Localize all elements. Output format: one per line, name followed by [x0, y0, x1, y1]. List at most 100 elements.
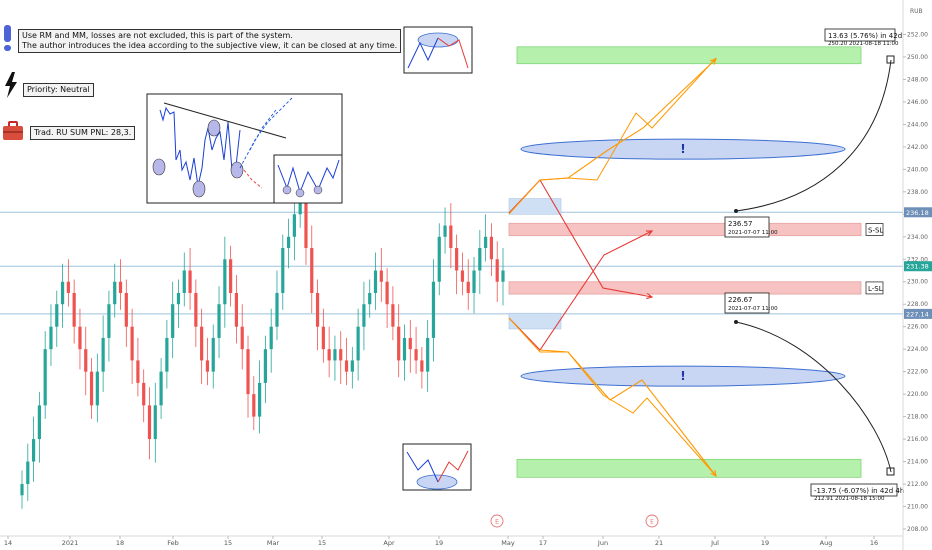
- candle-body: [130, 326, 134, 361]
- mini-pattern-bottom: [402, 443, 472, 491]
- candles-layer: [20, 185, 505, 509]
- candle-body: [194, 292, 198, 327]
- measure-up-label-box: [824, 28, 896, 42]
- candle-body: [408, 337, 412, 350]
- candle-body: [286, 236, 291, 249]
- candle-body: [426, 337, 430, 372]
- candle-body: [217, 304, 221, 338]
- price-tick-label: 230.00: [907, 279, 928, 286]
- candle-body: [489, 236, 494, 260]
- time-tick-label: 16: [870, 539, 878, 547]
- candle-body: [472, 270, 476, 293]
- price-tick-label: 248.00: [907, 76, 928, 83]
- candle-body: [55, 304, 59, 327]
- price-tick-label: 244.00: [907, 121, 928, 128]
- candle-body: [269, 326, 273, 350]
- candle-body: [339, 349, 343, 361]
- zone-label-short-sl: S-SL: [868, 226, 883, 234]
- mini-pattern-top-red-path: [437, 37, 469, 69]
- price-tick-label: 252.00: [907, 31, 928, 38]
- measure-down-label-line: -13.75 (-6.07%) in 42d 4h: [814, 487, 904, 495]
- path-short-red-arrowhead: [646, 293, 654, 300]
- candle-body: [118, 281, 123, 293]
- candle-body: [420, 360, 424, 372]
- candle-body: [43, 349, 47, 406]
- time-tick-label: 2021: [62, 539, 79, 547]
- candle-body: [466, 281, 470, 293]
- candle-body: [431, 281, 436, 338]
- candle-body: [234, 292, 239, 327]
- candle-body: [304, 203, 308, 249]
- inset-small-path: [277, 159, 340, 194]
- time-tick-label: 21: [655, 539, 663, 547]
- lightning-icon: [4, 72, 18, 102]
- candle-body: [49, 326, 53, 350]
- candle-body: [72, 292, 76, 327]
- long-entry-box: [508, 312, 562, 330]
- candle-body: [188, 270, 192, 293]
- inset-small-frame: [273, 154, 343, 204]
- path-short-red: [508, 179, 653, 298]
- price-label-box: [904, 308, 932, 319]
- price-tick-label: 228.00: [907, 301, 928, 308]
- mini-pattern-bottom-red-path: [437, 450, 469, 483]
- price-tick-label: 222.00: [907, 369, 928, 376]
- candle-body: [362, 304, 366, 327]
- measure-end-marker: [886, 55, 895, 64]
- zone-label-long-sl: L-SL: [868, 285, 883, 293]
- candle-body: [147, 405, 152, 440]
- time-axis[interactable]: 14 2021 18 Feb 15 Mar 15 Apr 19 May 17 Jun 21 Jul 19 Au…: [0, 514, 903, 547]
- inset-pivot-marker: [192, 180, 206, 198]
- candle-body: [495, 259, 499, 282]
- zone-target-up: [516, 46, 862, 65]
- candle-body: [89, 371, 94, 406]
- zone-label-box: [865, 281, 884, 295]
- path-down-orange-alt: [508, 317, 717, 477]
- candle-body: [229, 259, 233, 293]
- exclamation-icon: [4, 25, 12, 53]
- candle-body: [78, 326, 82, 350]
- price-tick-label: 234.00: [907, 234, 928, 241]
- candle-body: [95, 371, 99, 406]
- candle-body: [258, 382, 262, 417]
- price-label-box: [904, 207, 932, 218]
- candle-body: [373, 270, 378, 293]
- candle-body: [211, 337, 215, 372]
- candle-body: [460, 270, 465, 282]
- candle-body: [205, 360, 210, 372]
- candle-body: [246, 349, 250, 395]
- price-axis[interactable]: RUB 252.00 250.00 248.00 246.00 244.00 242.00 2…: [902, 0, 932, 550]
- point-label-upper-line: 236.57: [728, 220, 753, 228]
- measure-up-label-line: 13.63 (5.76%) in 42d: [828, 32, 902, 40]
- candle-body: [136, 360, 140, 383]
- zone-label-box: [865, 223, 884, 236]
- price-tick-label: 218.00: [907, 414, 928, 421]
- price-tick-label: 232.00: [907, 256, 928, 263]
- mini-pattern-bottom-blue-path: [406, 451, 439, 483]
- candle-body: [223, 259, 227, 305]
- candle-body: [113, 281, 117, 305]
- candle-body: [344, 360, 349, 372]
- candle-body: [26, 461, 30, 485]
- zone-target-down: [516, 458, 862, 478]
- inset-small-pivot: [313, 185, 323, 195]
- pnl-note: Trad. RU SUM PNL: 28,3.: [30, 126, 136, 140]
- candle-body: [455, 248, 459, 271]
- pattern-inset: [146, 93, 343, 204]
- candle-body: [171, 304, 175, 338]
- zones-layer: S-SL L-SL: [508, 46, 884, 478]
- candle-body: [101, 337, 105, 372]
- time-tick-label: 14: [4, 539, 12, 547]
- measure-end-marker: [886, 467, 895, 476]
- candle-body: [368, 292, 372, 305]
- earnings-marker-label: E: [495, 519, 499, 526]
- price-label-text: 227.14: [906, 310, 929, 318]
- price-tick-label: 224.00: [907, 346, 928, 353]
- mini-pattern-top: [403, 26, 473, 74]
- candle-body: [84, 349, 88, 372]
- mini-pattern-top-ellipse: [417, 32, 459, 48]
- inset-pivot-marker: [230, 161, 244, 179]
- price-tick-label: 210.00: [907, 504, 928, 511]
- path-up-orange-arrowhead: [710, 58, 717, 65]
